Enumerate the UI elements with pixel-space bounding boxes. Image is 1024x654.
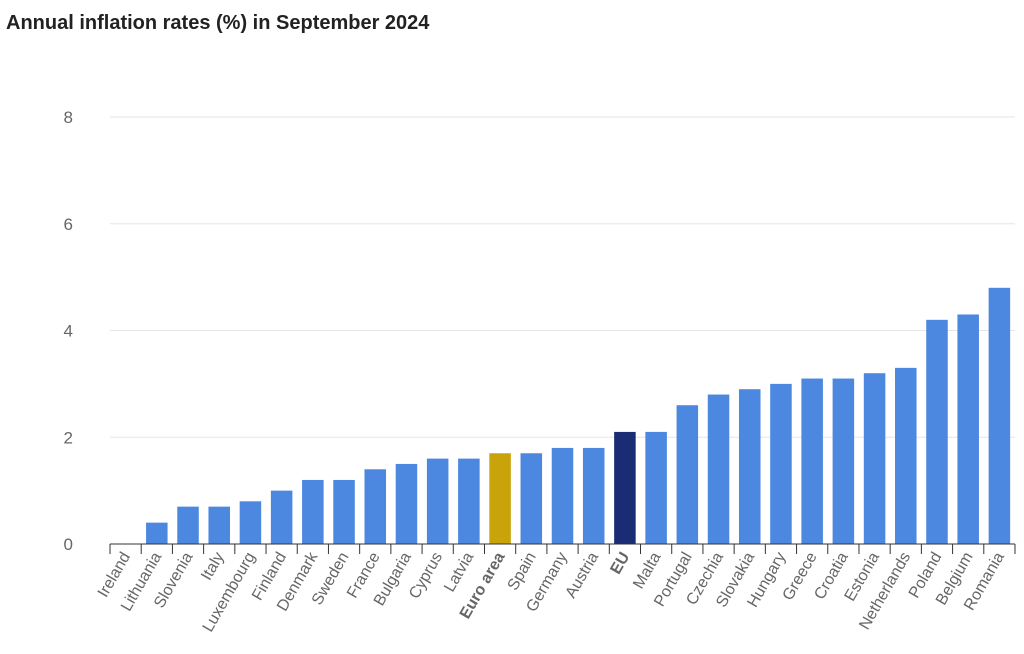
bar-cyprus[interactable] (426, 458, 449, 544)
bar-belgium[interactable] (957, 314, 979, 544)
bars (146, 287, 1011, 544)
bar-slovenia[interactable] (177, 506, 199, 544)
bar-finland[interactable] (270, 490, 293, 544)
bar-austria[interactable] (582, 447, 605, 544)
y-tick-label: 0 (64, 535, 73, 554)
bar-euro-area[interactable] (489, 453, 511, 544)
bar-czechia[interactable] (707, 394, 730, 544)
bar-estonia[interactable] (863, 373, 886, 544)
bar-france[interactable] (364, 469, 387, 544)
bar-lithuania[interactable] (146, 522, 168, 544)
bar-greece[interactable] (801, 378, 823, 544)
bar-romania[interactable] (988, 287, 1011, 544)
bar-poland[interactable] (926, 319, 948, 544)
bar-spain[interactable] (520, 453, 543, 544)
y-tick-label: 8 (64, 108, 73, 127)
bar-italy[interactable] (208, 506, 230, 544)
y-tick-label: 4 (64, 322, 73, 341)
bar-hungary[interactable] (770, 383, 792, 544)
x-tick-label: EU (608, 550, 634, 578)
bar-denmark[interactable] (302, 479, 324, 544)
bar-netherlands[interactable] (895, 367, 917, 544)
bar-latvia[interactable] (458, 458, 480, 544)
y-axis-ticks: 0 2 4 6 8 (64, 108, 73, 554)
bar-slovakia[interactable] (738, 389, 761, 544)
chart-title: Annual inflation rates (%) in September … (6, 12, 430, 34)
bar-eu[interactable] (614, 431, 636, 544)
bar-bulgaria[interactable] (395, 463, 418, 544)
x-tick-label: Italy (198, 550, 227, 584)
x-axis (109, 543, 1016, 554)
bar-portugal[interactable] (676, 405, 699, 544)
bar-germany[interactable] (551, 447, 574, 544)
bar-malta[interactable] (645, 431, 667, 544)
bar-sweden[interactable] (333, 479, 355, 544)
bar-croatia[interactable] (832, 378, 855, 544)
y-tick-label: 2 (64, 428, 73, 447)
y-tick-label: 6 (64, 215, 73, 234)
bar-luxembourg[interactable] (239, 501, 262, 544)
